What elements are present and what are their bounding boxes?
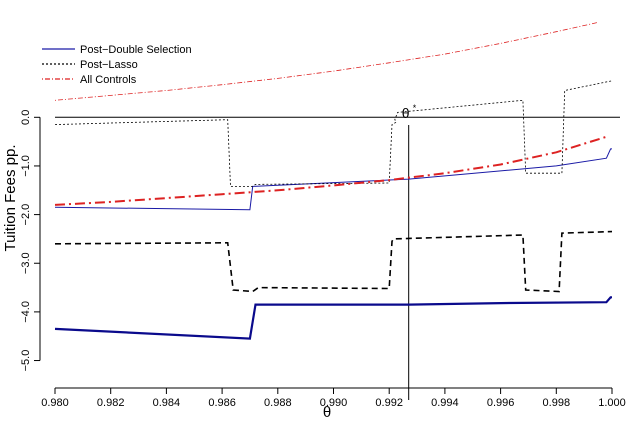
legend: Post−Double Selection Post−Lasso All Contr… — [42, 44, 192, 86]
x-tick-label: 0.994 — [431, 397, 459, 409]
series-line-bound-5 — [54, 135, 607, 206]
y-tick-label: 0.0 — [20, 110, 32, 125]
y-tick-label: −3.0 — [20, 252, 32, 274]
y-tick-label: −2.0 — [20, 204, 32, 226]
series-line-bound-3 — [54, 296, 612, 340]
x-tick-label: 0.992 — [375, 397, 403, 409]
y-axis-label: Tuition Fees pp. — [2, 145, 19, 252]
x-tick-label: 0.996 — [487, 397, 515, 409]
series-line-post-double-selection-0 — [54, 148, 612, 211]
axes: 0.980 0.982 0.984 0.986 0.988 0.990 0.992 0.994… — [20, 110, 626, 409]
legend-label: Post−Double Selection — [80, 44, 192, 56]
theta-star-label: θ — [402, 105, 410, 121]
plot-lines: θ * — [54, 22, 620, 400]
theta-star-superscript: * — [413, 103, 417, 113]
x-tick-label: 0.984 — [153, 397, 181, 409]
x-tick-label: 0.988 — [264, 397, 292, 409]
x-tick-label: 0.998 — [543, 397, 571, 409]
legend-label: All Controls — [80, 74, 137, 86]
y-tick-label: −5.0 — [20, 350, 32, 372]
series-line-bound-4 — [54, 230, 613, 293]
x-tick-label: 0.990 — [320, 397, 348, 409]
x-tick-label: 0.982 — [97, 397, 125, 409]
y-tick-label: −4.0 — [20, 301, 32, 323]
series-line-all-controls-2 — [54, 22, 599, 101]
x-axis-label: θ — [323, 404, 331, 421]
legend-label: Post−Lasso — [80, 59, 138, 71]
x-tick-label: 0.986 — [208, 397, 236, 409]
y-tick-label: −1.0 — [20, 155, 32, 177]
x-tick-label: 0.980 — [41, 397, 69, 409]
x-tick-label: 1.000 — [598, 397, 626, 409]
series-line-post-lasso-1 — [54, 80, 613, 187]
